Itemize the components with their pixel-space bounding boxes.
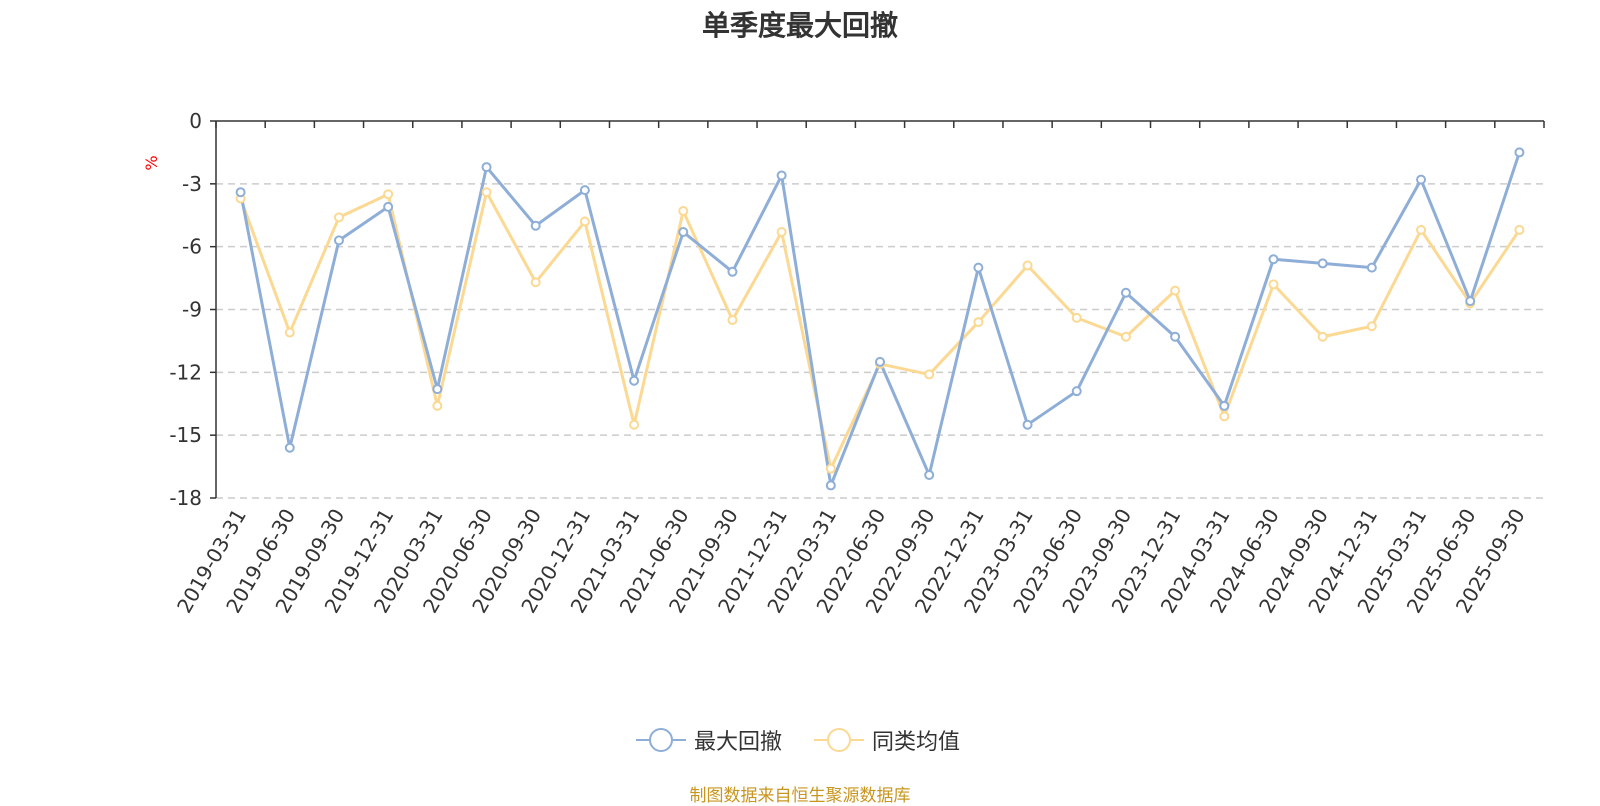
data-point[interactable]	[284, 442, 295, 453]
data-point[interactable]	[727, 266, 738, 277]
data-point[interactable]	[1120, 287, 1131, 298]
x-tick-labels: 2019-03-312019-06-302019-09-302019-12-31…	[172, 505, 1530, 618]
data-point[interactable]	[1366, 321, 1377, 332]
data-point[interactable]	[1268, 254, 1279, 265]
data-point[interactable]	[481, 187, 492, 198]
data-point[interactable]	[1317, 258, 1328, 269]
y-axis-unit-label: %	[142, 155, 161, 170]
data-point[interactable]	[530, 220, 541, 231]
data-point[interactable]	[924, 369, 935, 380]
data-point[interactable]	[333, 235, 344, 246]
data-point[interactable]	[1022, 260, 1033, 271]
data-point[interactable]	[1416, 174, 1427, 185]
data-point[interactable]	[825, 480, 836, 491]
y-tick-label: -12	[169, 360, 202, 384]
data-point[interactable]	[579, 185, 590, 196]
data-point[interactable]	[481, 162, 492, 173]
data-point[interactable]	[973, 262, 984, 273]
data-point[interactable]	[1514, 147, 1525, 158]
data-point[interactable]	[1219, 411, 1230, 422]
data-point[interactable]	[924, 469, 935, 480]
data-point[interactable]	[825, 463, 836, 474]
y-tick-label: -18	[169, 486, 202, 510]
legend-item-max-drawdown[interactable]: 最大回撤	[636, 722, 782, 758]
data-point[interactable]	[1170, 331, 1181, 342]
legend-line-circle-icon	[636, 728, 686, 752]
legend-item-peer-average[interactable]: 同类均值	[814, 722, 960, 758]
data-point[interactable]	[1071, 312, 1082, 323]
data-point[interactable]	[678, 206, 689, 217]
data-point[interactable]	[1317, 331, 1328, 342]
y-tick-labels: 0 -3 -6 -9 -12 -15 -18	[169, 109, 202, 510]
data-point[interactable]	[1120, 331, 1131, 342]
data-point[interactable]	[1268, 279, 1279, 290]
data-point[interactable]	[776, 227, 787, 238]
data-point[interactable]	[678, 227, 689, 238]
data-point[interactable]	[1416, 224, 1427, 235]
data-point[interactable]	[1465, 296, 1476, 307]
grid-lines	[216, 183, 1544, 499]
data-point[interactable]	[776, 170, 787, 181]
data-source-footer: 制图数据来自恒生聚源数据库	[689, 786, 911, 806]
data-point[interactable]	[383, 189, 394, 200]
data-point[interactable]	[727, 314, 738, 325]
data-point[interactable]	[432, 400, 443, 411]
data-point[interactable]	[1366, 262, 1377, 273]
data-point[interactable]	[383, 201, 394, 212]
data-point[interactable]	[333, 212, 344, 223]
y-tick-label: -3	[182, 172, 202, 196]
data-point[interactable]	[1170, 285, 1181, 296]
data-point[interactable]	[1514, 224, 1525, 235]
data-point[interactable]	[1219, 400, 1230, 411]
series-points	[235, 147, 1525, 491]
data-point[interactable]	[579, 216, 590, 227]
y-tick-label: -6	[182, 235, 202, 259]
data-point[interactable]	[235, 187, 246, 198]
data-point[interactable]	[629, 375, 640, 386]
data-point[interactable]	[629, 419, 640, 430]
y-tick-label: -15	[169, 423, 202, 447]
data-point[interactable]	[284, 327, 295, 338]
legend-label: 最大回撤	[694, 730, 783, 755]
legend-line-circle-icon	[814, 728, 864, 752]
series-line	[239, 190, 1521, 471]
legend: 最大回撤 同类均值	[0, 722, 1600, 758]
y-tick-label: -9	[182, 298, 202, 322]
axes	[210, 120, 1545, 499]
data-point[interactable]	[432, 384, 443, 395]
y-tick-label: 0	[189, 109, 202, 133]
data-point[interactable]	[973, 317, 984, 328]
chart-title: 单季度最大回撤	[701, 9, 898, 42]
data-point[interactable]	[530, 277, 541, 288]
data-point[interactable]	[1071, 386, 1082, 397]
data-point[interactable]	[875, 356, 885, 367]
data-point[interactable]	[1022, 419, 1033, 430]
legend-label: 同类均值	[872, 730, 961, 755]
